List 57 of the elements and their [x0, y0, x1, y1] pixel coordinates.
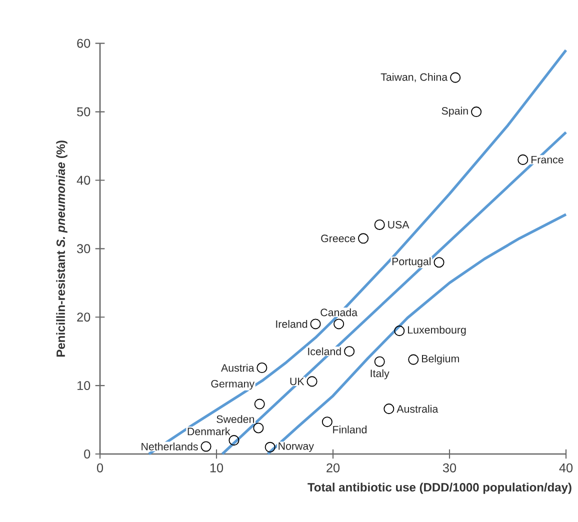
annotation: Netherlands: [142, 442, 198, 450]
point: [200, 441, 212, 452]
x-tick-label: 30: [442, 463, 456, 472]
point: [334, 318, 344, 330]
point: [408, 354, 419, 365]
y-tick-label: 0: [84, 450, 90, 458]
point: [384, 404, 394, 414]
x-tick-label: 10: [210, 463, 224, 472]
y-tick-label: 40: [76, 176, 90, 185]
x-tick-label: 40: [559, 463, 573, 472]
annotation: France: [532, 156, 564, 164]
annotation: Ireland: [276, 320, 308, 328]
point: [264, 442, 276, 452]
point: [253, 422, 264, 434]
point: [256, 362, 268, 374]
point: [306, 376, 318, 387]
annotation: Taiwan, China: [380, 73, 448, 82]
point: [344, 346, 355, 357]
annotation: UK: [290, 378, 304, 386]
annotation: Germany: [211, 380, 255, 390]
annotation: Greece: [321, 234, 356, 242]
point: [434, 257, 444, 268]
point: [518, 154, 528, 165]
point: [394, 326, 405, 336]
annotation: USA: [388, 220, 410, 228]
point: [374, 356, 385, 367]
point: [228, 435, 240, 446]
y-tick-label: 20: [77, 312, 90, 322]
line-series: [266, 213, 568, 456]
annotation: Portugal: [392, 257, 431, 268]
point: [254, 398, 265, 410]
annotation: Norway: [278, 442, 314, 452]
point: [322, 416, 332, 428]
x-axis-title: Total antibiotic use (DDD/1000 population/day): [308, 482, 572, 494]
annotation: Sweden: [216, 415, 254, 423]
annotation: Italy: [370, 369, 390, 380]
y-axis-title: Penicillin-resistant S. pneumoniae (%): [56, 140, 68, 357]
annotation: Iceland: [308, 347, 341, 356]
annotation: Finland: [333, 426, 367, 434]
annotation: Denmark: [188, 427, 230, 436]
point: [450, 72, 461, 83]
point: [471, 106, 482, 118]
annotation: Luxembourg: [408, 326, 466, 336]
y-tick-label: 30: [77, 244, 90, 254]
x-tick-label: 0: [96, 463, 104, 472]
annotation: Spain: [442, 106, 468, 117]
annotation: Austria: [221, 364, 254, 372]
x-tick-label: 20: [326, 463, 340, 472]
point: [358, 233, 369, 244]
point: [374, 219, 385, 230]
y-tick-label: 50: [77, 107, 90, 116]
y-tick-label: 10: [78, 381, 90, 390]
annotation: Canada: [320, 308, 358, 316]
annotation: Australia: [396, 404, 438, 413]
y-tick-label: 60: [77, 38, 90, 48]
annotation: Belgium: [422, 354, 459, 365]
point: [310, 318, 321, 330]
